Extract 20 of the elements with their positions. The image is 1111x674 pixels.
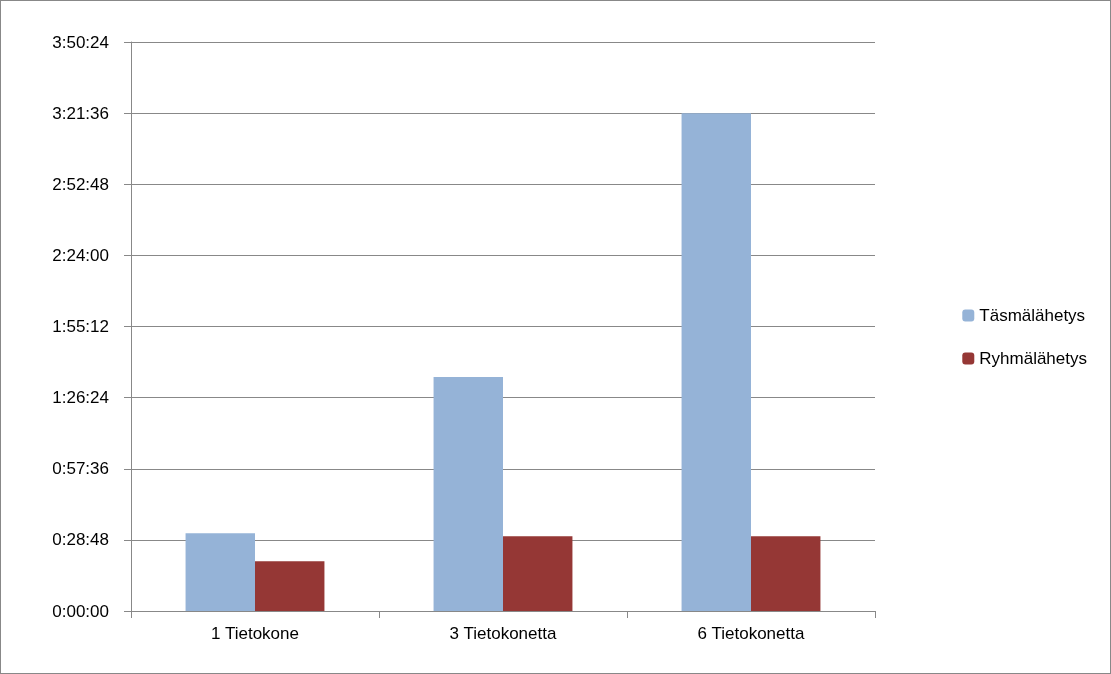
legend-label: Ryhmälähetys: [979, 349, 1088, 368]
bar: [255, 561, 325, 611]
x-tick-label: 1 Tietokone: [211, 624, 299, 643]
bar: [503, 536, 573, 611]
y-tick-label: 1:55:12: [52, 317, 109, 336]
y-tick-label: 2:52:48: [52, 174, 109, 194]
bar: [185, 533, 255, 611]
bar: [433, 376, 503, 611]
y-tick-label: 2:24:00: [52, 245, 109, 265]
x-tick-label: 6 Tietokonetta: [697, 624, 805, 643]
y-tick-label: 3:50:24: [52, 32, 109, 52]
y-tick-label: 0:00:00: [52, 601, 109, 621]
y-tick-label: 1:26:24: [52, 388, 109, 408]
bar: [751, 536, 821, 611]
y-tick-label: 0:28:48: [52, 530, 109, 550]
bar: [681, 113, 751, 611]
y-tick-label: 0:57:36: [52, 459, 109, 479]
y-tick-label: 3:21:36: [52, 103, 109, 123]
x-tick-label: 3 Tietokonetta: [449, 624, 557, 643]
legend-label: Täsmälähetys: [979, 306, 1086, 325]
